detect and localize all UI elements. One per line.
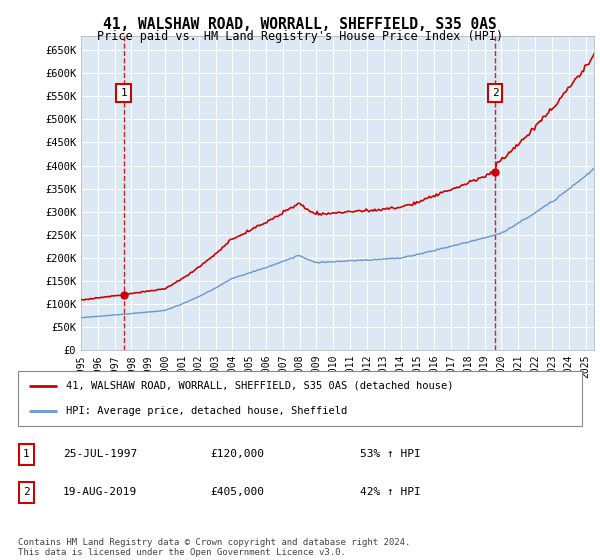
Text: 42% ↑ HPI: 42% ↑ HPI [360,487,421,497]
Text: 41, WALSHAW ROAD, WORRALL, SHEFFIELD, S35 0AS (detached house): 41, WALSHAW ROAD, WORRALL, SHEFFIELD, S3… [66,381,454,390]
Text: 2: 2 [23,487,30,497]
Text: 19-AUG-2019: 19-AUG-2019 [63,487,137,497]
Text: 25-JUL-1997: 25-JUL-1997 [63,449,137,459]
Text: 1: 1 [23,449,30,459]
Text: 2: 2 [492,88,499,98]
Text: 41, WALSHAW ROAD, WORRALL, SHEFFIELD, S35 0AS: 41, WALSHAW ROAD, WORRALL, SHEFFIELD, S3… [103,17,497,32]
Text: £405,000: £405,000 [210,487,264,497]
Text: 1: 1 [121,88,127,98]
FancyBboxPatch shape [19,482,34,503]
Text: 53% ↑ HPI: 53% ↑ HPI [360,449,421,459]
FancyBboxPatch shape [18,371,582,426]
Text: Price paid vs. HM Land Registry's House Price Index (HPI): Price paid vs. HM Land Registry's House … [97,30,503,43]
Text: HPI: Average price, detached house, Sheffield: HPI: Average price, detached house, Shef… [66,406,347,416]
FancyBboxPatch shape [19,444,34,465]
Text: £120,000: £120,000 [210,449,264,459]
Text: Contains HM Land Registry data © Crown copyright and database right 2024.
This d: Contains HM Land Registry data © Crown c… [18,538,410,557]
